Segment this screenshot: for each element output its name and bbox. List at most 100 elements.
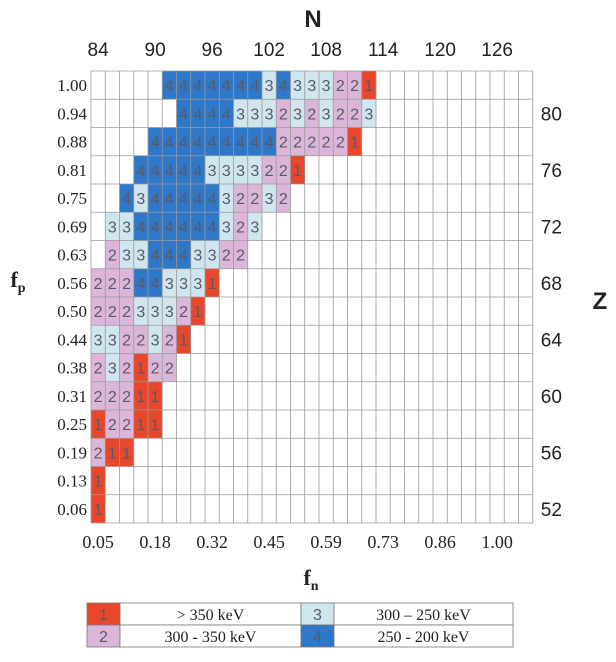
cell-value: 3 [293,78,302,95]
right-tick-label: 68 [541,274,562,295]
cell-value: 4 [193,191,202,208]
cell-value: 4 [179,248,188,265]
cell-value: 3 [307,78,316,95]
cell-value: 4 [208,219,217,236]
cell-value: 4 [193,106,202,123]
cell-value: 2 [179,304,188,321]
heatmap-cell [133,297,148,326]
cell-value: 4 [165,135,174,152]
heatmap-cell [304,127,319,156]
heatmap-cell [361,71,376,100]
left-tick-label: 0.56 [57,274,87,293]
heatmap-cell [176,297,191,326]
heatmap-cell [162,155,177,184]
cell-value: 4 [279,78,288,95]
heatmap-cell [333,71,348,100]
heatmap-cell [133,410,148,439]
cell-value: 4 [208,78,217,95]
cell-value: 3 [165,276,174,293]
cell-value: 2 [122,332,131,349]
heatmap-cell [276,71,291,100]
heatmap-cell [105,240,120,269]
cell-value: 2 [94,304,103,321]
cell-value: 3 [265,191,274,208]
heatmap-cell [176,268,191,297]
heatmap-cell [290,155,305,184]
bottom-tick-label: 0.59 [310,532,342,552]
left-tick-label: 0.88 [57,133,87,152]
cell-value: 2 [94,276,103,293]
cell-value: 2 [307,106,316,123]
heatmap-cell [190,99,205,128]
heatmap-cell [219,127,234,156]
heatmap-cell [119,184,134,213]
right-tick-label: 72 [541,217,562,238]
heatmap-cell [219,184,234,213]
heatmap-cell [176,99,191,128]
cell-value: 2 [279,163,288,180]
top-tick-label: 114 [368,40,399,61]
heatmap-cell [148,353,163,382]
cell-value: 2 [350,78,359,95]
cell-value: 4 [236,78,245,95]
heatmap-cell [119,268,134,297]
heatmap-cell [319,99,334,128]
cell-value: 2 [293,135,302,152]
left-tick-label: 0.44 [57,330,87,349]
heatmap-cell [162,353,177,382]
heatmap-cell [247,155,262,184]
legend-label: 300 - 350 keV [165,629,257,646]
legend-swatch-value: 3 [313,607,322,624]
cell-value: 3 [165,304,174,321]
heatmap-cell [205,71,220,100]
heatmap-cell [176,325,191,354]
cell-value: 1 [94,474,103,491]
cell-value: 1 [293,163,302,180]
cell-value: 2 [307,135,316,152]
heatmap-cell [233,240,248,269]
heatmap-cell [133,353,148,382]
legend-label-cell [333,624,514,648]
heatmap-cell [133,268,148,297]
bottom-tick-label: 0.45 [253,532,285,552]
heatmap-cell [162,325,177,354]
heatmap-cell [205,268,220,297]
cell-value: 4 [136,163,145,180]
cell-value: 2 [108,248,117,265]
cell-value: 3 [265,78,274,95]
cell-value: 4 [193,219,202,236]
heatmap-cell [233,155,248,184]
cell-value: 4 [222,106,231,123]
left-tick-label: 0.50 [57,302,87,321]
heatmap-cell [205,240,220,269]
heatmap-cell [105,325,120,354]
heatmap-cell [233,212,248,241]
heatmap-cell [176,212,191,241]
cell-value: 3 [222,219,231,236]
heatmap-cell [162,184,177,213]
cell-value: 1 [136,389,145,406]
cell-value: 3 [122,248,131,265]
cell-value: 2 [122,304,131,321]
left-tick-label: 0.38 [57,359,87,378]
cell-value: 3 [193,248,202,265]
left-tick-label: 0.25 [57,415,87,434]
heatmap-cell [347,99,362,128]
cell-value: 2 [250,191,259,208]
heatmap-cell [162,240,177,269]
heatmap-cell [190,127,205,156]
right-tick-label: 60 [541,387,562,408]
cell-value: 3 [208,248,217,265]
cell-value: 2 [322,135,331,152]
heatmap-cell [119,410,134,439]
cell-value: 3 [179,276,188,293]
right-tick-label: 56 [541,443,562,464]
cell-value: 2 [94,361,103,378]
cell-value: 4 [136,219,145,236]
heatmap-cell [119,353,134,382]
cell-value: 1 [108,445,117,462]
cell-value: 3 [293,106,302,123]
cell-value: 4 [179,106,188,123]
heatmap-cell [148,184,163,213]
